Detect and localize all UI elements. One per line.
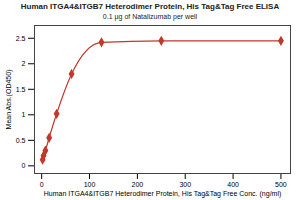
svg-text:1.5: 1.5 — [16, 86, 26, 93]
svg-text:400: 400 — [227, 181, 239, 188]
svg-text:0: 0 — [40, 181, 44, 188]
svg-text:500: 500 — [275, 181, 287, 188]
svg-text:Human ITGA4&ITGB7 Heterodimer: Human ITGA4&ITGB7 Heterodimer Protein, H… — [44, 190, 282, 198]
svg-text:300: 300 — [179, 181, 191, 188]
svg-text:100: 100 — [84, 181, 96, 188]
svg-text:1: 1 — [22, 111, 26, 118]
html-text:0.1 µg of Natalizumab per well: 0.1 µg of Natalizumab per well — [102, 13, 198, 20]
html-text:Human ITGA4&ITGB7 Heterodimer: Human ITGA4&ITGB7 Heterodimer Protein, H… — [20, 2, 280, 11]
svg-text:0: 0 — [22, 162, 26, 169]
svg-text:2: 2 — [22, 60, 26, 67]
svg-text:200: 200 — [132, 181, 144, 188]
svg-text:0.5: 0.5 — [16, 137, 26, 144]
svg-text:2.5: 2.5 — [16, 34, 26, 41]
svg-text:Mean Abs.(OD450): Mean Abs.(OD450) — [5, 70, 13, 130]
